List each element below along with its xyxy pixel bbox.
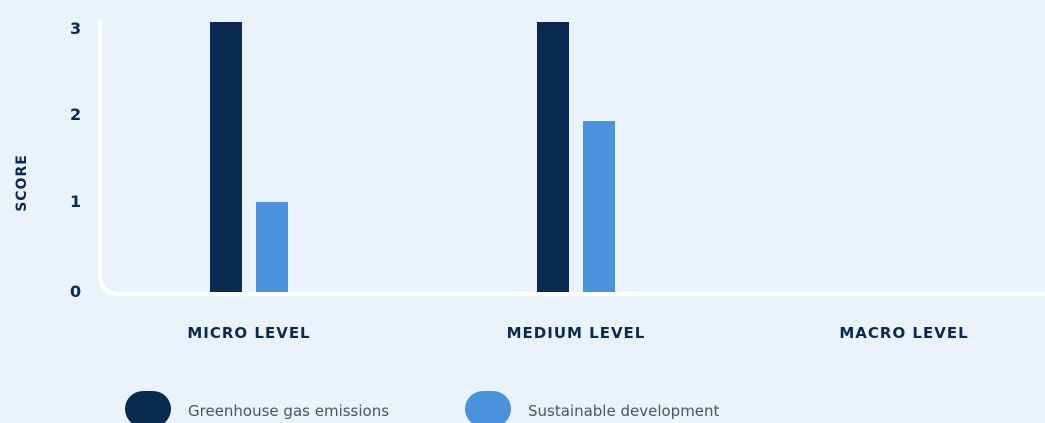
legend-label: Sustainable development xyxy=(528,402,720,420)
y-tick-label: 0 xyxy=(70,282,81,301)
bar-greenhouse-1 xyxy=(537,22,569,292)
y-tick-label: 1 xyxy=(70,192,81,211)
y-tick-label: 3 xyxy=(70,19,81,38)
y-axis-title: SCORE xyxy=(14,154,30,212)
y-tick-label: 2 xyxy=(70,105,81,124)
bar-greenhouse-0 xyxy=(210,22,242,292)
legend: Greenhouse gas emissions Sustainable dev… xyxy=(125,391,720,423)
legend-label: Greenhouse gas emissions xyxy=(188,402,389,420)
category-label: MICRO LEVEL xyxy=(187,324,310,342)
bars-group xyxy=(210,22,615,292)
legend-swatch-greenhouse xyxy=(125,391,171,423)
axis-line xyxy=(98,20,1045,296)
category-label: MACRO LEVEL xyxy=(839,324,968,342)
bar-sustainable-1 xyxy=(583,121,615,292)
category-label: MEDIUM LEVEL xyxy=(507,324,646,342)
legend-swatch-sustainable xyxy=(465,391,511,423)
bar-sustainable-0 xyxy=(256,202,288,292)
